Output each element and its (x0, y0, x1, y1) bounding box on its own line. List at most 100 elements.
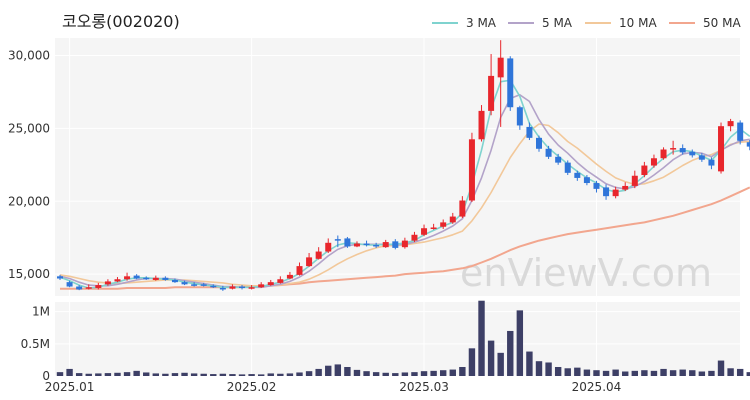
candle (248, 285, 255, 290)
candle-body (363, 243, 370, 246)
candle-body (564, 162, 571, 173)
volume-bar (123, 372, 131, 376)
candle (382, 239, 389, 248)
candle (612, 186, 619, 199)
volume-bar (411, 372, 418, 376)
candle (698, 153, 705, 162)
volume-bar (277, 373, 284, 376)
volume-bar (257, 374, 265, 376)
candle (66, 280, 73, 288)
candle-body (200, 284, 207, 286)
candle (392, 239, 399, 250)
candle-body (650, 158, 657, 166)
candle (373, 242, 380, 248)
volume-bar (459, 366, 466, 376)
volume-bar (631, 370, 638, 376)
candle (353, 241, 360, 248)
candle (171, 278, 178, 283)
candle-body (545, 148, 552, 157)
volume-bar (708, 370, 715, 376)
volume-bar (238, 374, 246, 376)
volume-bar (545, 362, 552, 376)
candle-body (449, 216, 456, 223)
candle-body (95, 285, 102, 288)
legend-label: 50 MA (703, 16, 741, 30)
candle (660, 147, 667, 160)
candle-body (708, 159, 715, 166)
candle-body (210, 285, 217, 288)
volume-tick-label: 0.5M (21, 337, 50, 351)
volume-bar (248, 374, 255, 376)
candle (497, 40, 504, 127)
candle-body (181, 282, 188, 285)
candle (622, 182, 629, 192)
volume-bar (669, 370, 677, 376)
price-panel (55, 38, 740, 296)
candle-body (689, 151, 696, 156)
candle-body (526, 126, 533, 138)
candle-body (536, 137, 542, 149)
volume-bar (296, 372, 303, 376)
volume-bar (746, 372, 750, 376)
volume-bar (583, 369, 591, 376)
candle-body (114, 279, 121, 282)
volume-bar (267, 373, 274, 376)
candle (114, 277, 121, 283)
candle (421, 224, 428, 237)
volume-bar (325, 365, 332, 376)
volume-bar (143, 372, 150, 376)
candle-body (631, 175, 638, 186)
candle-body (325, 242, 332, 252)
volume-panel (55, 302, 740, 376)
price-tick-label: 15,000 (8, 267, 50, 281)
candle (727, 118, 734, 132)
candle-body (373, 244, 380, 247)
candle-body (133, 275, 140, 279)
candle-body (468, 139, 475, 201)
candle-body (718, 126, 725, 172)
volume-bar (334, 364, 342, 376)
volume-bar (85, 373, 92, 376)
candle (631, 170, 638, 189)
candle-body (76, 286, 83, 290)
volume-bar (344, 366, 351, 376)
volume-bar (200, 373, 207, 376)
date-tick-label: 2025.04 (572, 380, 622, 394)
candle (286, 271, 293, 280)
candle-body (698, 155, 705, 160)
candle (76, 285, 83, 291)
candle-body (430, 227, 437, 229)
volume-bar (420, 371, 428, 376)
price-tick-label: 20,000 (8, 194, 50, 208)
candle-body (315, 251, 322, 259)
volume-bar (650, 370, 658, 376)
volume-bar (564, 368, 571, 376)
volume-bar (75, 373, 83, 376)
candle-body (258, 284, 265, 288)
candle-body (306, 257, 313, 267)
candle (478, 105, 485, 142)
volume-bar (95, 373, 102, 376)
volume-bar (392, 373, 399, 376)
candle-body (277, 279, 284, 283)
candle (679, 144, 686, 155)
candle-body (353, 243, 360, 247)
price-tick-label: 25,000 (8, 121, 50, 135)
volume-bar (593, 370, 600, 376)
candle (411, 231, 418, 243)
candle-body (459, 200, 466, 217)
candle (181, 280, 188, 286)
candle-body (574, 172, 581, 178)
candle (85, 284, 92, 290)
volume-tick-label: 1M (32, 305, 50, 319)
candle (401, 237, 408, 249)
candle (650, 154, 657, 168)
candle (162, 276, 169, 281)
volume-bar (56, 372, 64, 376)
candle-body (267, 282, 274, 286)
candle-body (191, 284, 198, 286)
volume-bar (190, 373, 198, 376)
volume-bar (440, 370, 447, 376)
candle (325, 238, 332, 253)
candle-body (727, 121, 734, 127)
